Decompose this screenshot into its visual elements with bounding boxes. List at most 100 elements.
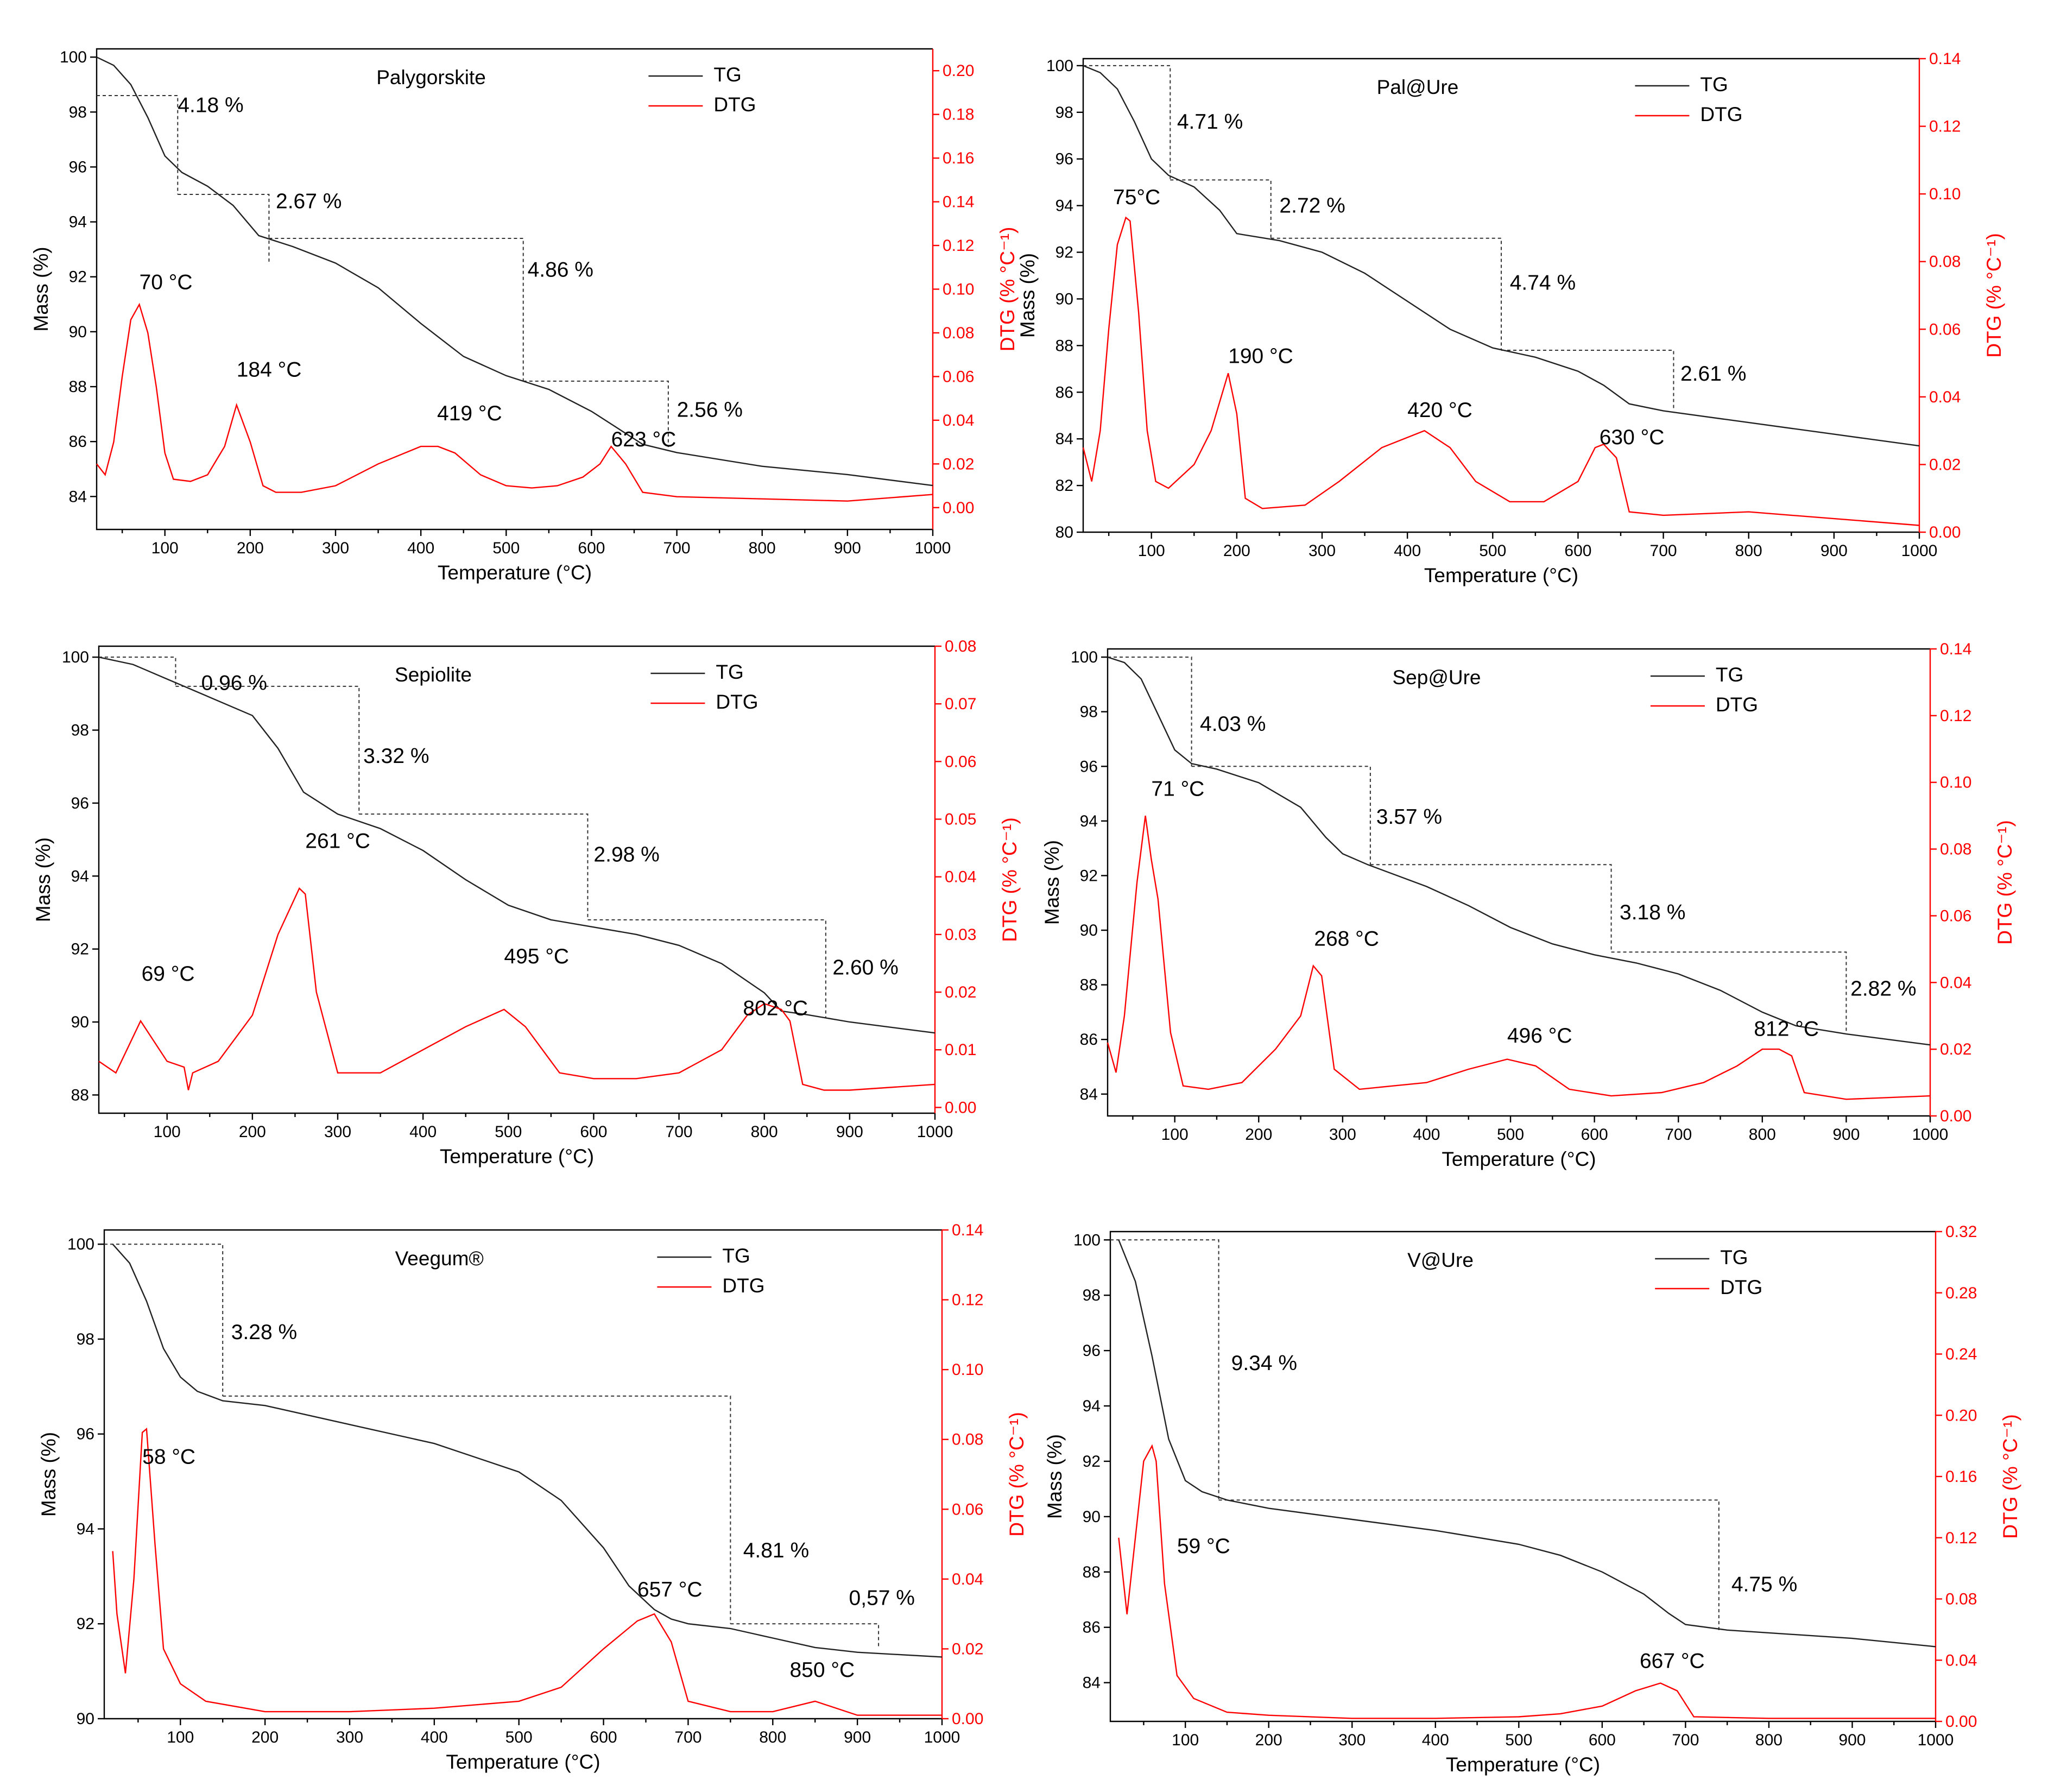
panel-title: Sepiolite: [395, 664, 472, 686]
x-tick-label: 500: [505, 1728, 533, 1746]
x-tick-label: 800: [751, 1123, 778, 1141]
y-tick-label: 80: [1055, 523, 1073, 541]
annotation-label: 623 °C: [611, 428, 677, 451]
y2-tick-label: 0.08: [952, 1431, 983, 1449]
x-tick-label: 100: [1161, 1126, 1189, 1144]
y-tick-label: 92: [1055, 244, 1073, 262]
y2-tick-label: 0.08: [1929, 253, 1961, 271]
x-tick-label: 800: [1735, 542, 1762, 560]
y2-tick-label: 0.04: [1929, 388, 1961, 406]
y2-tick-label: 0.06: [943, 368, 974, 386]
y-tick-label: 92: [1080, 867, 1098, 885]
x-tick-label: 700: [663, 539, 691, 557]
y2-tick-label: 0.04: [952, 1570, 983, 1588]
annotation-label: 2.61 %: [1680, 362, 1746, 386]
x-tick-label: 400: [421, 1728, 448, 1746]
y-tick-label: 88: [71, 1086, 89, 1104]
x-tick-label: 500: [1479, 542, 1506, 560]
x-tick-label: 1000: [1901, 542, 1938, 560]
y2-tick-label: 0.24: [1945, 1346, 1977, 1364]
chart-panel-1: 100 200 300 400 500 600 700 800 900 1000 84 86 88 90 9…: [30, 48, 1019, 584]
x-tick-label: 900: [834, 539, 861, 557]
dtg-curve: [1118, 1444, 1936, 1719]
y2-tick-label: 0.12: [1929, 118, 1961, 136]
y2-tick-label: 0.00: [943, 499, 974, 517]
y2-tick-label: 0.14: [1929, 50, 1961, 68]
y2-tick-label: 0.06: [945, 753, 976, 771]
y-tick-label: 86: [1055, 383, 1073, 401]
y-tick-label: 98: [1083, 1286, 1101, 1304]
x-tick-label: 800: [1755, 1731, 1782, 1749]
annotation-label: 4.74 %: [1510, 271, 1576, 294]
annotation-label: 2.98 %: [593, 843, 659, 866]
y-tick-label: 96: [1083, 1342, 1101, 1360]
mass-loss-step: [175, 685, 360, 815]
x-tick-label: 700: [666, 1123, 693, 1141]
annotation-label: 59 °C: [1177, 1535, 1230, 1558]
y-tick-label: 90: [69, 323, 87, 341]
y-tick-label: 90: [1083, 1508, 1101, 1526]
y2-tick-label: 0.06: [952, 1500, 983, 1518]
tg-curve: [1083, 65, 1920, 447]
y2-tick-label: 0.12: [952, 1291, 983, 1309]
x-tick-label: 900: [844, 1728, 871, 1746]
y-tick-label: 88: [1083, 1563, 1101, 1581]
dtg-curve: [98, 887, 935, 1091]
x-tick-label: 200: [1223, 542, 1250, 560]
x-tick-label: 900: [836, 1123, 863, 1141]
y-tick-label: 96: [69, 158, 87, 176]
tg-curve: [1107, 656, 1931, 1046]
mass-loss-step: [359, 813, 589, 920]
annotation-label: 69 °C: [142, 962, 195, 986]
annotation-label: 4.75 %: [1731, 1573, 1797, 1596]
panel-title: Sep@Ure: [1392, 666, 1481, 689]
x-tick-label: 400: [1422, 1731, 1449, 1749]
legend-label-tg: TG: [716, 661, 743, 683]
x-tick-label: 600: [578, 539, 605, 557]
x-tick-label: 200: [1245, 1126, 1272, 1144]
x-tick-label: 500: [495, 1123, 522, 1141]
y2-axis-title: DTG (% °C⁻¹): [1994, 820, 2016, 945]
y-axis-title: Mass (%): [32, 837, 54, 922]
annotation-label: 495 °C: [504, 945, 569, 968]
y-tick-label: 90: [1080, 922, 1098, 939]
annotation-label: 2.56 %: [677, 399, 743, 422]
x-tick-label: 900: [1832, 1126, 1860, 1144]
x-tick-label: 300: [322, 539, 349, 557]
x-tick-label: 500: [492, 539, 520, 557]
y2-tick-label: 0.10: [1929, 185, 1961, 203]
annotation-label: 3.57 %: [1376, 805, 1442, 829]
y-tick-label: 88: [1055, 337, 1073, 355]
y-tick-label: 100: [1071, 648, 1098, 666]
y-axis-title: Mass (%): [1016, 253, 1039, 338]
legend-label-dtg: DTG: [1720, 1276, 1762, 1298]
mass-loss-step: [523, 380, 669, 447]
x-tick-label: 400: [1413, 1126, 1440, 1144]
y2-tick-label: 0.01: [945, 1041, 976, 1059]
y-axis-title: Mass (%): [1041, 840, 1063, 925]
annotation-label: 3.28 %: [231, 1321, 297, 1344]
y-tick-label: 88: [1080, 976, 1098, 994]
panel-title: Veegum®: [395, 1247, 484, 1270]
x-tick-label: 1000: [1918, 1731, 1954, 1749]
x-tick-label: 300: [1329, 1126, 1356, 1144]
y-tick-label: 94: [1083, 1397, 1101, 1415]
mass-loss-step: [1191, 766, 1371, 865]
y-tick-label: 88: [69, 378, 87, 396]
y2-tick-label: 0.12: [1945, 1529, 1977, 1547]
x-tick-label: 500: [1497, 1126, 1524, 1144]
x-tick-label: 500: [1505, 1731, 1532, 1749]
annotation-label: 4.03 %: [1200, 712, 1266, 736]
annotation-label: 70 °C: [140, 271, 193, 294]
legend-label-dtg: DTG: [713, 93, 756, 116]
chart-panel-5: 100 200 300 400 500 600 700 800 900 1000 90 92 94 96 9…: [37, 1221, 1028, 1773]
x-tick-label: 800: [749, 539, 776, 557]
tg-curve: [112, 1244, 943, 1658]
mass-loss-step: [1611, 951, 1847, 1032]
plot-frame: [103, 1229, 942, 1720]
annotation-label: 420 °C: [1407, 399, 1472, 422]
y-axis-title: Mass (%): [1044, 1434, 1066, 1519]
y2-tick-label: 0.16: [943, 149, 974, 167]
y-tick-label: 82: [1055, 477, 1073, 495]
legend-label-dtg: DTG: [1700, 103, 1742, 125]
